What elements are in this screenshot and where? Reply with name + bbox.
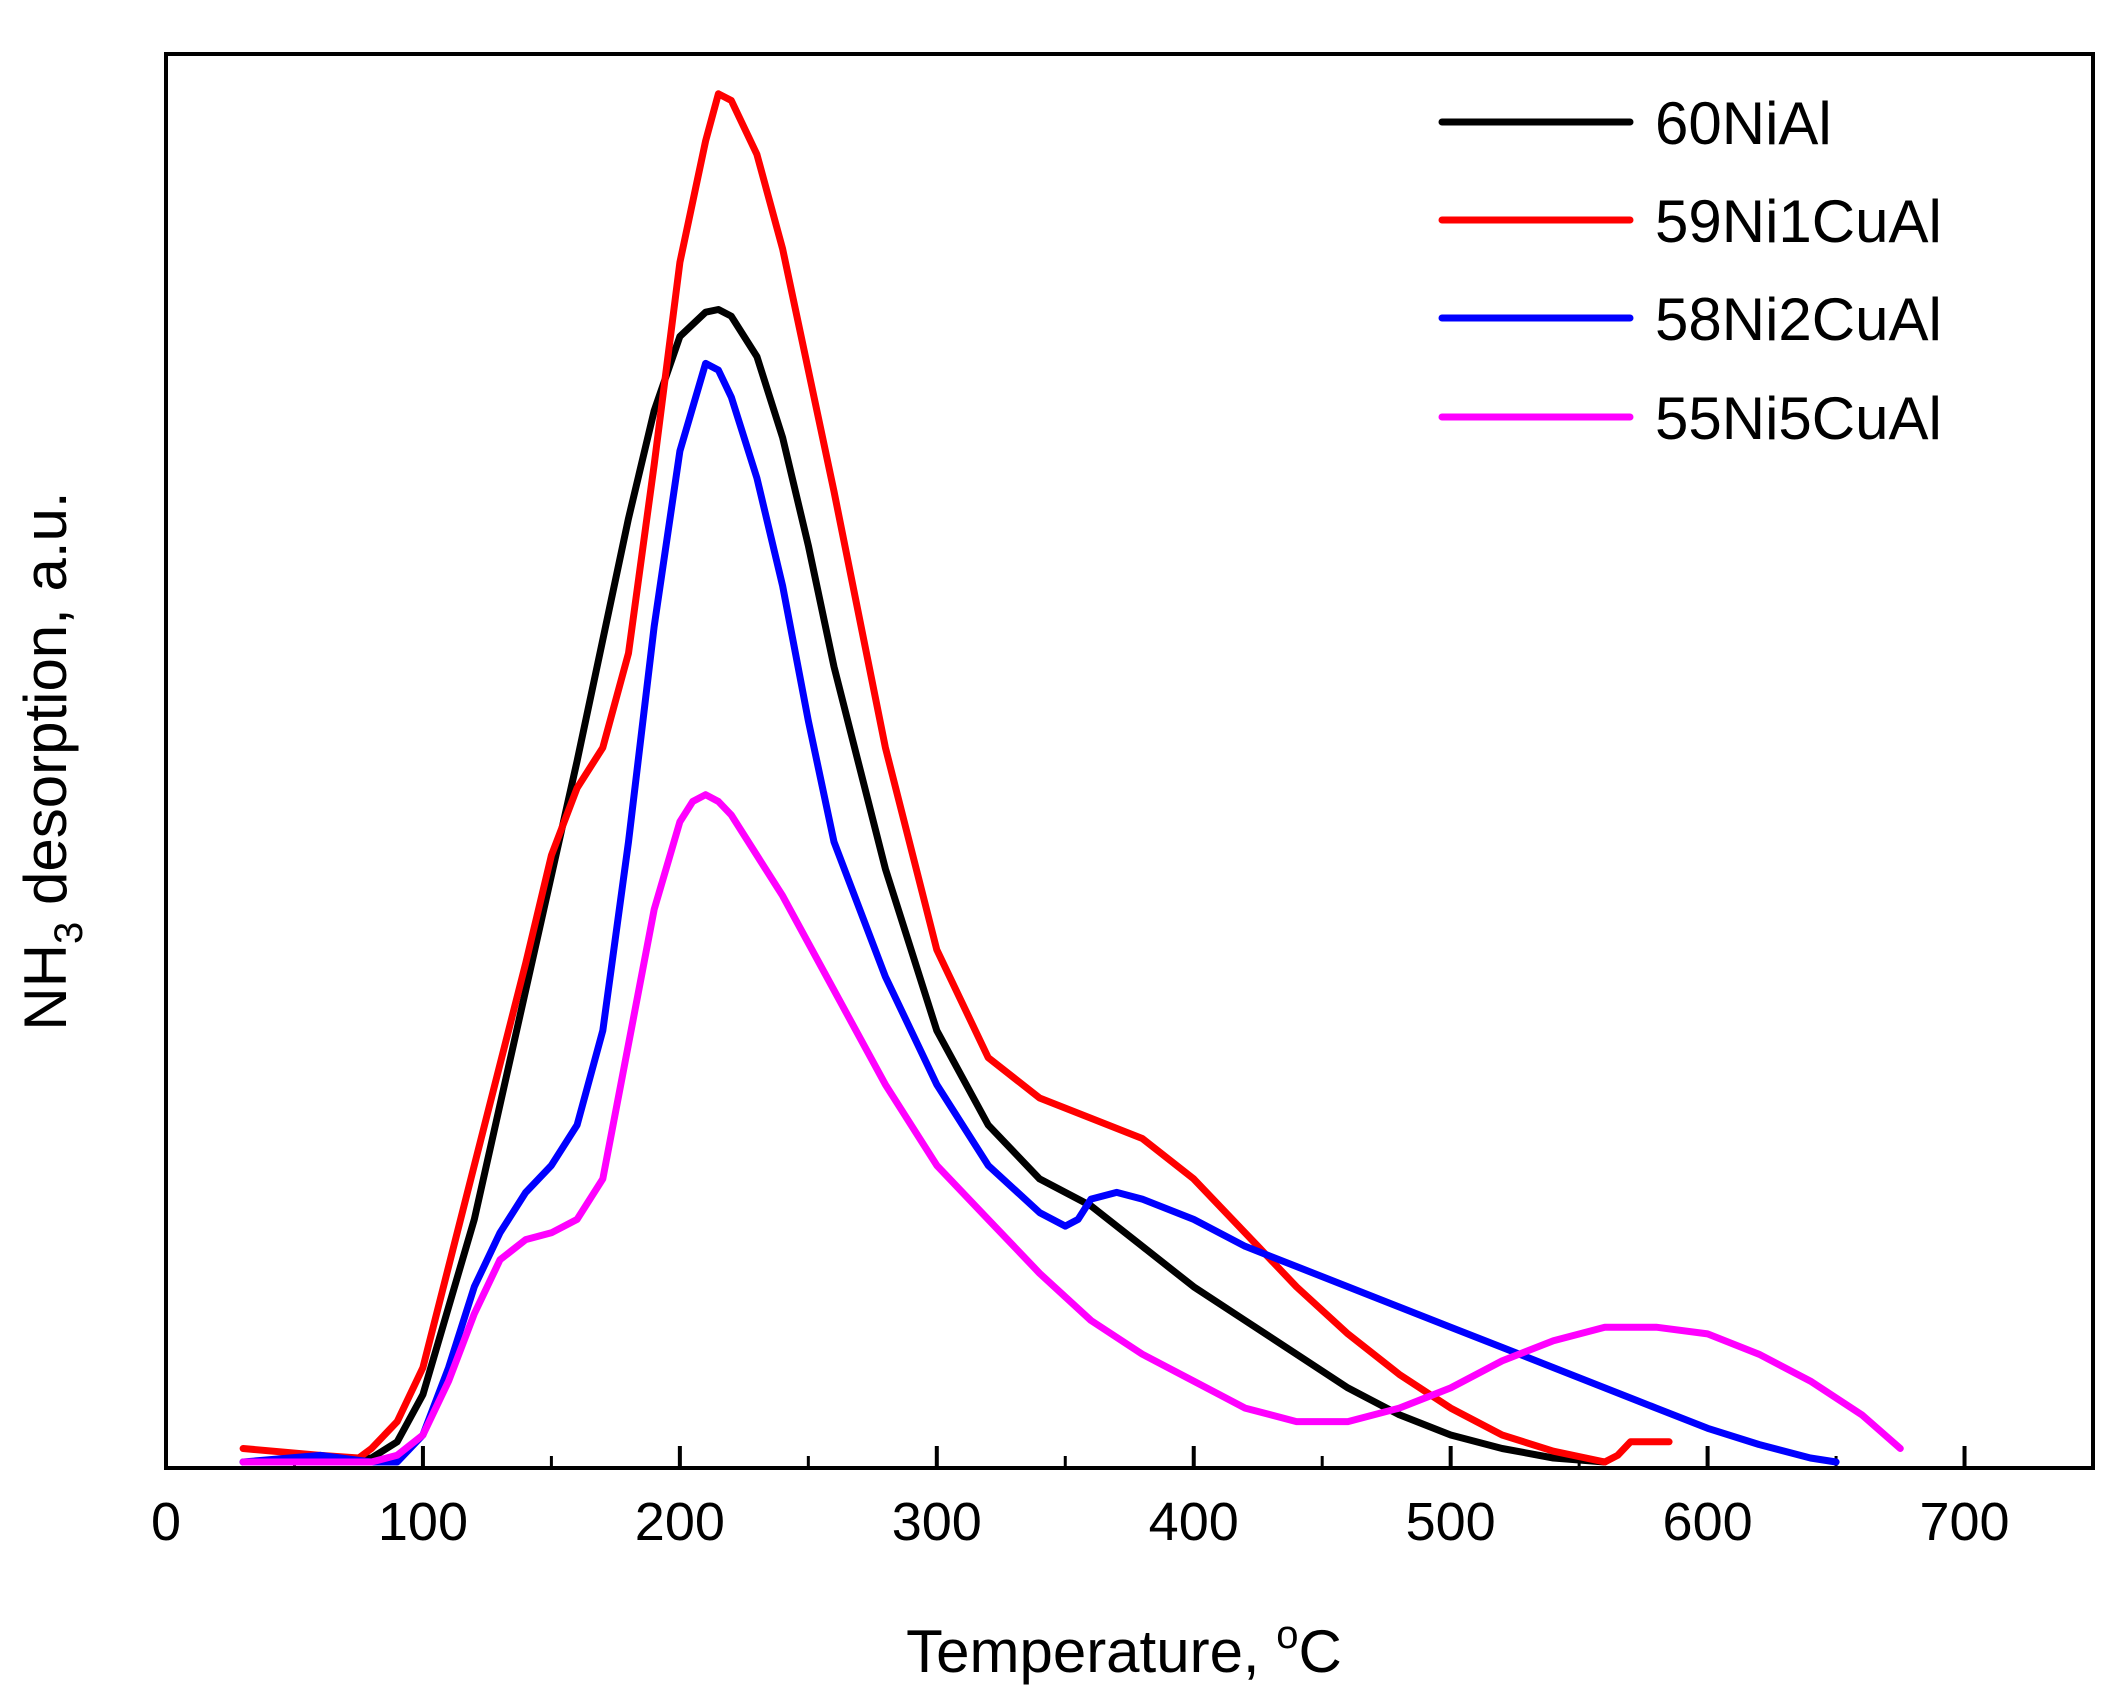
plot-frame [164,52,2095,1470]
x-tick-label: 600 [1663,1492,1753,1552]
x-tick-label: 400 [1149,1492,1239,1552]
legend: 60NiAl 59Ni1CuAl 58Ni2CuAl 55Ni5CuAl [1438,90,1942,452]
y-axis-title-post: desorption, a.u. [12,491,79,921]
x-axis-title-unit: C [1299,1618,1342,1685]
series-layer [239,90,1904,1466]
x-axis-title: Temperature, oC [906,1613,1342,1685]
x-ticks: 0 100 200 300 400 500 600 700 [151,1446,2010,1552]
legend-label-60NiAl: 60NiAl [1655,90,1832,157]
legend-label-55Ni5CuAl: 55Ni5CuAl [1655,385,1942,452]
y-axis-title: NH3 desorption, a.u. [12,491,91,1030]
series-line-59Ni1CuAl [239,90,1673,1466]
x-tick-label: 700 [1919,1492,2009,1552]
legend-label-58Ni2CuAl: 58Ni2CuAl [1655,286,1942,353]
y-axis-title-sub: 3 [47,922,91,944]
x-tick-label: 0 [151,1492,181,1552]
y-axis-title-pre: NH [12,944,79,1031]
series-line-60NiAl [239,306,1609,1466]
x-axis-title-main: Temperature, [906,1618,1276,1685]
legend-label-59Ni1CuAl: 59Ni1CuAl [1655,188,1942,255]
x-axis-title-degree: o [1276,1613,1298,1657]
x-tick-label: 300 [892,1492,982,1552]
x-tick-label: 200 [635,1492,725,1552]
series-line-55Ni5CuAl [239,791,1904,1466]
series-line-58Ni2CuAl [239,359,1840,1466]
x-tick-label: 500 [1406,1492,1496,1552]
x-tick-label: 100 [378,1492,468,1552]
